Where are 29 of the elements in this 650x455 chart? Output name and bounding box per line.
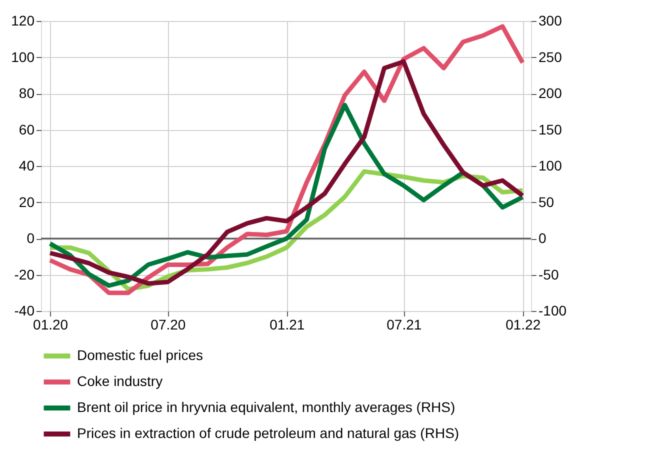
x-tick-label: 01.20 xyxy=(33,316,68,332)
y2-tick-label: 250 xyxy=(538,48,562,65)
y2-tick-label: 0 xyxy=(538,230,546,246)
y-tick-label: 80 xyxy=(18,85,35,101)
y2-tick-label: 150 xyxy=(538,121,562,138)
y-tick-label: -20 xyxy=(14,266,35,282)
y2-tick-label: 100 xyxy=(538,158,562,174)
y-tick-label: -40 xyxy=(14,302,35,318)
legend-label: Prices in extraction of crude petroleum and natural gas (RHS) xyxy=(77,425,460,441)
y-tick-label: 100 xyxy=(11,48,35,65)
y2-tick-label: 200 xyxy=(538,85,562,101)
y-tick-label: 60 xyxy=(18,121,35,138)
line-series xyxy=(48,102,525,288)
y2-tick-label: -50 xyxy=(538,266,559,282)
legend-label: Brent oil price in hryvnia equivalent, monthly averages (RHS) xyxy=(77,399,456,415)
y2-tick-label: 300 xyxy=(538,12,562,28)
x-tick-label: 07.21 xyxy=(386,316,422,332)
x-tick-label: 01.21 xyxy=(270,316,305,332)
line-series xyxy=(48,59,525,286)
legend-label: Coke industry xyxy=(77,373,163,389)
y-tick-label: 0 xyxy=(26,230,35,246)
y-tick-label: 40 xyxy=(18,158,35,174)
y-tick-label: 20 xyxy=(18,194,35,210)
y2-tick-label: 50 xyxy=(538,194,554,210)
y2-tick-label: -100 xyxy=(538,302,567,318)
x-tick-label: 01.22 xyxy=(506,316,541,332)
x-tick-label: 07.20 xyxy=(150,316,186,332)
legend-label: Domestic fuel prices xyxy=(77,347,204,363)
y-tick-label: 120 xyxy=(11,12,35,28)
